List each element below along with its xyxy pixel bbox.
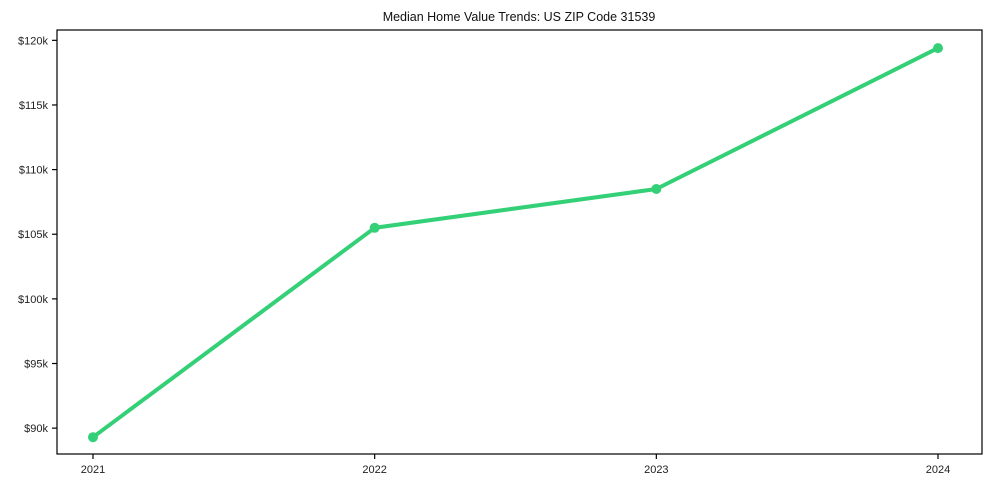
- y-tick-label: $105k: [18, 229, 48, 241]
- x-axis: 2021 2022 2023 2024: [81, 454, 950, 476]
- x-tick-label: 2022: [362, 464, 386, 476]
- chart-title: Median Home Value Trends: US ZIP Code 31…: [383, 10, 656, 24]
- plot-border: [56, 29, 983, 455]
- data-point-marker: [369, 222, 380, 233]
- y-tick-label: $110k: [19, 165, 49, 177]
- data-point-marker: [88, 432, 98, 443]
- data-point-marker: [933, 43, 943, 54]
- data-point-marker: [651, 184, 662, 194]
- x-tick-label: 2023: [644, 464, 668, 476]
- y-tick-label: $115k: [19, 100, 49, 112]
- y-tick-label: $90k: [24, 423, 48, 435]
- y-axis: $90k $95k $100k $105k $110k $115k $120k: [18, 35, 57, 435]
- plot-background: [57, 30, 982, 454]
- y-tick-label: $100k: [18, 294, 48, 306]
- x-tick-label: 2024: [926, 464, 950, 476]
- y-tick-label: $95k: [24, 359, 48, 371]
- trend-line: [91, 46, 940, 440]
- y-tick-label: $120k: [18, 35, 48, 47]
- data-point-markers: [88, 43, 943, 443]
- x-tick-label: 2021: [81, 464, 105, 476]
